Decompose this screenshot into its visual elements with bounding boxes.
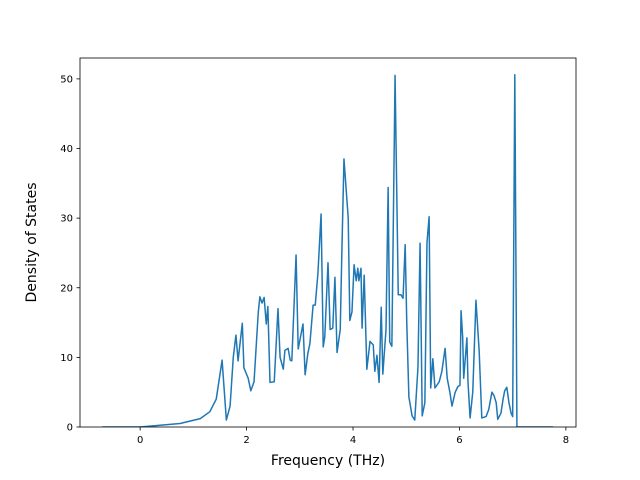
y-axis-label: Density of States (24, 183, 40, 303)
x-tick-label: 0 (137, 435, 143, 446)
y-tick-label: 10 (60, 353, 73, 364)
y-tick-label: 40 (60, 144, 73, 155)
x-tick-label: 8 (563, 435, 569, 446)
data-line (102, 73, 554, 427)
y-tick-label: 0 (67, 423, 73, 434)
y-tick-label: 30 (60, 214, 73, 225)
plot-frame (79, 57, 577, 428)
x-tick-label: 4 (350, 435, 356, 446)
x-axis-label: Frequency (THz) (271, 453, 385, 469)
y-tick-label: 50 (60, 74, 73, 85)
y-tick-label: 20 (60, 283, 73, 294)
x-tick-label: 6 (456, 435, 462, 446)
x-tick-label: 2 (243, 435, 249, 446)
